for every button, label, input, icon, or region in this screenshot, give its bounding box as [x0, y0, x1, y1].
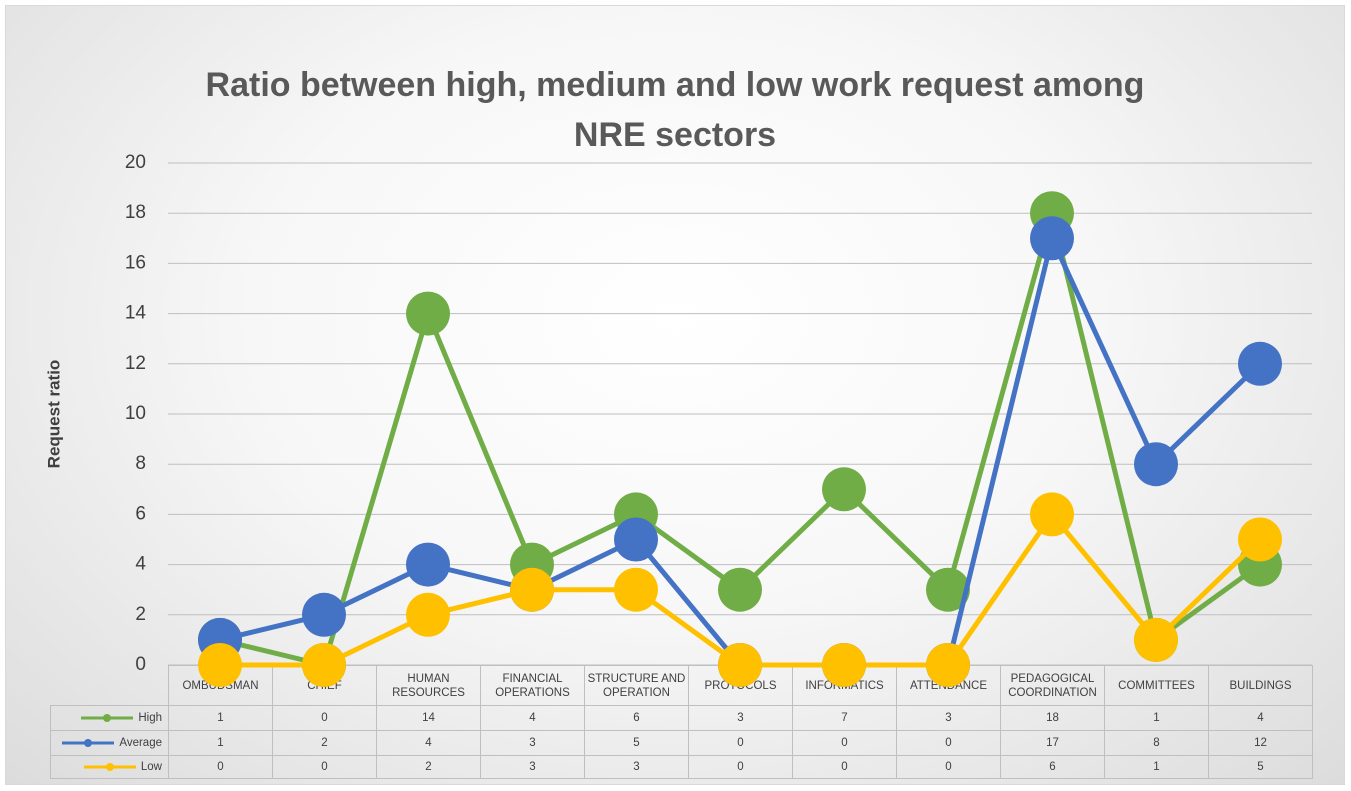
table-value: 0 [168, 755, 273, 779]
legend-label: Average [119, 737, 162, 749]
table-value: 0 [792, 730, 897, 756]
legend-marker [103, 714, 112, 722]
table-value: 3 [480, 730, 585, 756]
table-value: 2 [376, 755, 481, 779]
legend-key [81, 714, 134, 722]
table-value: 0 [272, 755, 377, 779]
table-value: 2 [272, 730, 377, 756]
table-category: FINANCIAL OPERATIONS [480, 665, 585, 706]
table-value: 0 [896, 730, 1001, 756]
table-category: BUILDINGS [1208, 665, 1313, 706]
table-value: 1 [168, 730, 273, 756]
table-value: 3 [688, 705, 793, 731]
legend-label: Low [140, 761, 162, 773]
table-value: 0 [688, 755, 793, 779]
table-value: 6 [584, 705, 689, 731]
table-value: 5 [1208, 755, 1313, 779]
table-value: 0 [272, 705, 377, 731]
table-value: 6 [1000, 755, 1105, 779]
table-category: COMMITTEES [1104, 665, 1209, 706]
table-category: CHIEF [272, 665, 377, 706]
table-value: 14 [376, 705, 481, 731]
table-value: 8 [1104, 730, 1209, 756]
table-value: 5 [584, 730, 689, 756]
table-series-label: High [50, 705, 169, 731]
table-category: PEDAGOGICAL COORDINATION [1000, 665, 1105, 706]
table-series-label: Low [50, 755, 169, 779]
legend-key [62, 739, 115, 747]
legend-key [83, 763, 136, 771]
table-value: 0 [792, 755, 897, 779]
table-series-label: Average [50, 730, 169, 756]
table-value: 4 [1208, 705, 1313, 731]
table-value: 4 [480, 705, 585, 731]
table-category: OMBUDSMAN [168, 665, 273, 706]
table-value: 0 [688, 730, 793, 756]
table-value: 3 [480, 755, 585, 779]
legend-label: High [138, 712, 162, 724]
table-value: 3 [584, 755, 689, 779]
table-value: 1 [1104, 705, 1209, 731]
table-category: HUMAN RESOURCES [376, 665, 481, 706]
table-category: STRUCTURE AND OPERATION [584, 665, 689, 706]
table-category: ATTENDANCE [896, 665, 1001, 706]
table-value: 0 [896, 755, 1001, 779]
table-value: 3 [896, 705, 1001, 731]
table-value: 17 [1000, 730, 1105, 756]
table-value: 18 [1000, 705, 1105, 731]
table-value: 7 [792, 705, 897, 731]
legend-marker [105, 763, 114, 771]
table-value: 1 [168, 705, 273, 731]
table-value: 4 [376, 730, 481, 756]
table-category: INFORMATICS [792, 665, 897, 706]
table-value: 12 [1208, 730, 1313, 756]
legend-marker [84, 739, 93, 747]
table-category: PROTOCOLS [688, 665, 793, 706]
table-value: 1 [1104, 755, 1209, 779]
